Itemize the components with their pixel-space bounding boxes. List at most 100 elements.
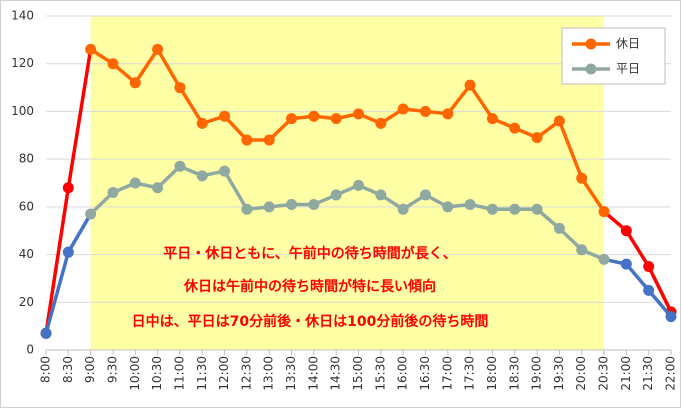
highlight-band bbox=[90, 16, 605, 350]
x-tick-label: 20:00 bbox=[574, 356, 588, 391]
y-tick-label: 140 bbox=[11, 9, 34, 23]
x-tick-label: 18:00 bbox=[485, 356, 499, 391]
point bbox=[486, 113, 498, 125]
point bbox=[397, 203, 409, 215]
line-segment bbox=[156, 48, 182, 89]
x-tick-label: 20:30 bbox=[597, 356, 611, 391]
x-tick-label: 12:30 bbox=[239, 356, 253, 391]
x-tick-label: 11:00 bbox=[172, 356, 186, 391]
x-tick-label: 15:00 bbox=[351, 356, 365, 391]
point bbox=[486, 203, 498, 215]
point bbox=[219, 165, 231, 177]
y-tick-label: 0 bbox=[26, 343, 34, 357]
point bbox=[241, 134, 253, 146]
x-tick-label: 8:00 bbox=[39, 356, 53, 383]
x-tick-label: 10:30 bbox=[150, 356, 164, 391]
x-tick-label: 14:30 bbox=[329, 356, 343, 391]
x-tick-label: 12:00 bbox=[217, 356, 231, 391]
x-tick-label: 9:00 bbox=[83, 356, 97, 383]
point bbox=[62, 246, 74, 258]
legend-marker bbox=[585, 38, 597, 50]
point bbox=[419, 189, 431, 201]
y-tick-label: 100 bbox=[11, 104, 34, 118]
point bbox=[330, 189, 342, 201]
x-tick-label: 19:00 bbox=[530, 356, 544, 391]
point bbox=[397, 103, 409, 115]
point bbox=[643, 261, 655, 272]
point bbox=[129, 177, 141, 189]
point bbox=[330, 113, 342, 125]
point bbox=[62, 182, 74, 194]
line-segment bbox=[66, 49, 93, 189]
line-segment bbox=[223, 170, 249, 211]
x-tick-label: 16:00 bbox=[396, 356, 410, 391]
point bbox=[152, 43, 164, 55]
line-segment bbox=[66, 213, 93, 254]
x-tick-label: 21:30 bbox=[641, 356, 655, 391]
point bbox=[85, 208, 97, 220]
x-tick-label: 18:30 bbox=[507, 356, 521, 391]
x-tick-label: 17:00 bbox=[440, 356, 454, 391]
point bbox=[531, 132, 543, 144]
line-segment bbox=[133, 48, 160, 84]
line-segment bbox=[178, 86, 204, 125]
x-tick-label: 17:30 bbox=[463, 356, 477, 391]
y-tick-label: 40 bbox=[19, 247, 34, 261]
annotation: 休日は午前中の待ち時間が特に長い傾向 bbox=[183, 278, 436, 295]
point bbox=[286, 113, 298, 125]
point bbox=[129, 77, 141, 89]
x-tick-label: 11:30 bbox=[195, 356, 209, 391]
point bbox=[375, 117, 387, 129]
point bbox=[598, 253, 610, 265]
point bbox=[620, 225, 632, 237]
point bbox=[665, 311, 677, 323]
point bbox=[286, 198, 298, 210]
line-segment bbox=[624, 229, 651, 268]
x-tick-label: 19:30 bbox=[552, 356, 566, 391]
point bbox=[375, 189, 387, 201]
point bbox=[308, 110, 320, 122]
x-tick-label: 13:00 bbox=[262, 356, 276, 391]
point bbox=[196, 117, 208, 129]
point bbox=[643, 284, 655, 296]
line-segment bbox=[44, 251, 71, 334]
line-segment bbox=[625, 262, 651, 292]
point bbox=[263, 201, 275, 213]
line-segment bbox=[580, 177, 606, 213]
point bbox=[196, 170, 208, 182]
y-tick-label: 80 bbox=[19, 152, 34, 166]
y-tick-label: 60 bbox=[19, 199, 34, 213]
x-tick-label: 21:00 bbox=[619, 356, 633, 391]
point bbox=[598, 206, 610, 218]
point bbox=[576, 172, 588, 184]
legend-box bbox=[561, 27, 666, 85]
line-segment bbox=[44, 187, 71, 334]
point bbox=[576, 244, 588, 256]
legend-label: 休日 bbox=[616, 37, 640, 51]
x-tick-label: 10:00 bbox=[128, 356, 142, 391]
point bbox=[40, 327, 52, 339]
point bbox=[219, 110, 231, 122]
x-tick-label: 8:30 bbox=[61, 356, 75, 383]
point bbox=[442, 201, 454, 213]
legend-label: 平日 bbox=[616, 62, 640, 76]
point bbox=[241, 203, 253, 215]
annotation: 平日・休日ともに、午前中の待ち時間が長く、 bbox=[163, 245, 457, 262]
x-tick-label: 9:30 bbox=[105, 356, 119, 383]
point bbox=[464, 79, 476, 91]
point bbox=[353, 179, 364, 191]
point bbox=[107, 58, 119, 70]
point bbox=[85, 43, 97, 55]
point bbox=[531, 203, 543, 215]
annotation: 日中は、平日は70分前後・休日は100分前後の待ち時間 bbox=[132, 313, 489, 330]
point bbox=[263, 134, 275, 146]
point bbox=[174, 160, 186, 172]
x-tick-label: 13:30 bbox=[284, 356, 298, 391]
x-tick-label: 15:30 bbox=[373, 356, 387, 391]
point bbox=[442, 108, 454, 120]
line-segment bbox=[557, 120, 584, 179]
x-tick-label: 22:00 bbox=[664, 356, 678, 391]
line-segment bbox=[468, 84, 494, 120]
